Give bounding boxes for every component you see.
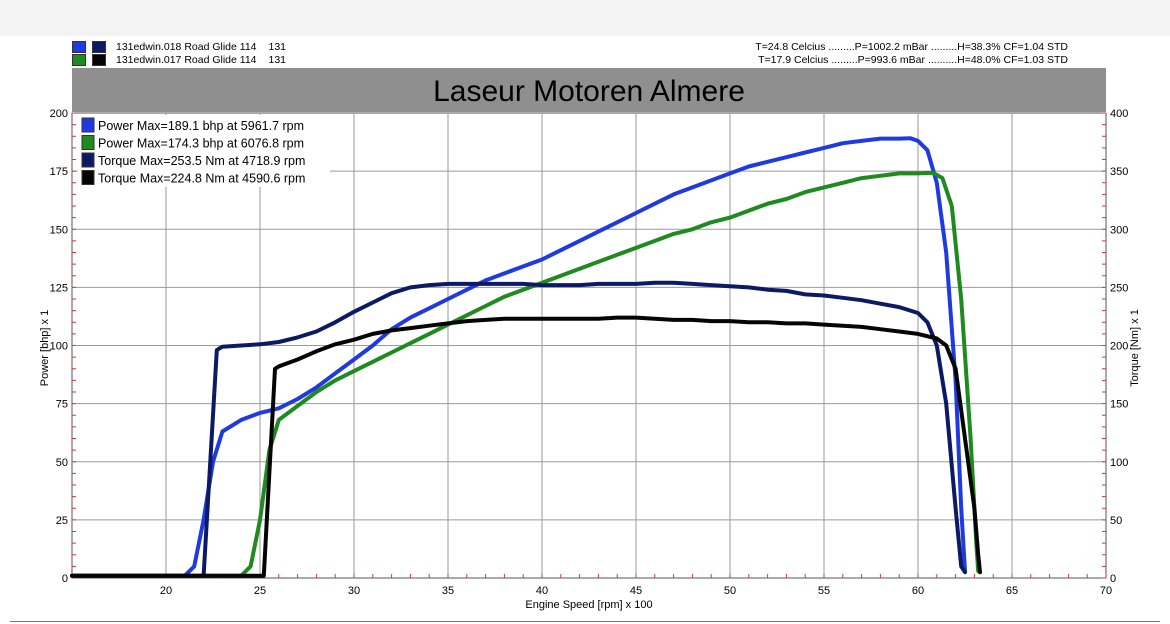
x-axis-title: Engine Speed [rpm] x 100 xyxy=(525,599,652,611)
left-axis-title: Power [bhp] x 1 xyxy=(39,310,51,386)
left-tick-label: 50 xyxy=(56,457,68,469)
bottom-rule xyxy=(10,621,1160,622)
x-tick-label: 35 xyxy=(442,585,454,597)
x-tick-label: 55 xyxy=(818,585,830,597)
left-tick-label: 25 xyxy=(56,515,68,527)
right-tick-label: 100 xyxy=(1110,457,1128,469)
x-tick-label: 25 xyxy=(254,585,266,597)
left-tick-label: 150 xyxy=(50,224,68,236)
x-tick-label: 40 xyxy=(536,585,548,597)
right-tick-label: 50 xyxy=(1110,515,1122,527)
legend-box xyxy=(78,115,330,187)
left-tick-label: 0 xyxy=(62,573,68,585)
legend-entry: Power Max=174.3 bhp at 6076.8 rpm xyxy=(98,137,304,151)
run-2-conditions: T=17.9 Celcius .........P=993.6 mBar ...… xyxy=(758,54,1068,66)
power-swatch xyxy=(72,41,86,53)
legend-swatch xyxy=(81,170,95,185)
run-label: Road Glide 114 xyxy=(184,41,257,53)
x-tick-label: 70 xyxy=(1100,585,1112,597)
chart-title: Laseur Motoren Almere xyxy=(433,75,745,108)
x-tick-label: 60 xyxy=(912,585,924,597)
legend-entry: Power Max=189.1 bhp at 5961.7 rpm xyxy=(98,119,304,133)
run-1-conditions: T=24.8 Celcius .........P=1002.2 mBar ..… xyxy=(755,41,1068,53)
x-tick-label: 45 xyxy=(630,585,642,597)
right-tick-label: 200 xyxy=(1110,341,1128,353)
legend-swatch xyxy=(81,117,95,133)
right-tick-label: 300 xyxy=(1110,224,1128,236)
run-row-1: 131edwin.018 Road Glide 114 131 xyxy=(72,41,286,53)
run-file: 131edwin.018 xyxy=(116,41,182,53)
legend-entry: Torque Max=253.5 Nm at 4718.9 rpm xyxy=(98,154,305,168)
x-tick-label: 50 xyxy=(724,585,736,597)
legend-swatch xyxy=(81,152,95,168)
right-tick-label: 400 xyxy=(1110,108,1128,120)
right-tick-label: 250 xyxy=(1110,282,1128,294)
run-number: 131 xyxy=(268,41,287,53)
series-line-1 xyxy=(70,136,967,578)
right-tick-label: 350 xyxy=(1110,166,1128,178)
left-tick-label: 100 xyxy=(50,341,68,353)
x-tick-label: 65 xyxy=(1006,585,1018,597)
run-row-2: 131edwin.017 Road Glide 114 131 xyxy=(72,54,286,66)
power-swatch xyxy=(72,54,86,66)
run-number: 131 xyxy=(268,54,287,66)
legend-entry: Torque Max=224.8 Nm at 4590.6 rpm xyxy=(98,172,305,186)
x-tick-label: 20 xyxy=(160,585,172,597)
series-line-2 xyxy=(70,170,981,578)
legend-swatch xyxy=(81,135,95,150)
left-tick-label: 200 xyxy=(50,108,68,120)
torque-swatch xyxy=(92,54,106,66)
right-tick-label: 0 xyxy=(1110,573,1116,585)
run-file: 131edwin.017 xyxy=(116,54,182,66)
torque-swatch xyxy=(92,41,106,53)
top-toolbar-strip xyxy=(0,0,1170,36)
left-tick-label: 75 xyxy=(56,399,68,411)
series-line-3 xyxy=(70,280,967,578)
x-tick-label: 30 xyxy=(348,585,360,597)
left-tick-label: 125 xyxy=(50,282,68,294)
right-axis-title: Torque [Nm] x 1 xyxy=(1129,309,1141,387)
right-tick-label: 150 xyxy=(1110,399,1128,411)
left-tick-label: 175 xyxy=(50,166,68,178)
title-bar xyxy=(72,68,1106,112)
run-label: Road Glide 114 xyxy=(184,54,257,66)
series-line-4 xyxy=(70,315,982,578)
